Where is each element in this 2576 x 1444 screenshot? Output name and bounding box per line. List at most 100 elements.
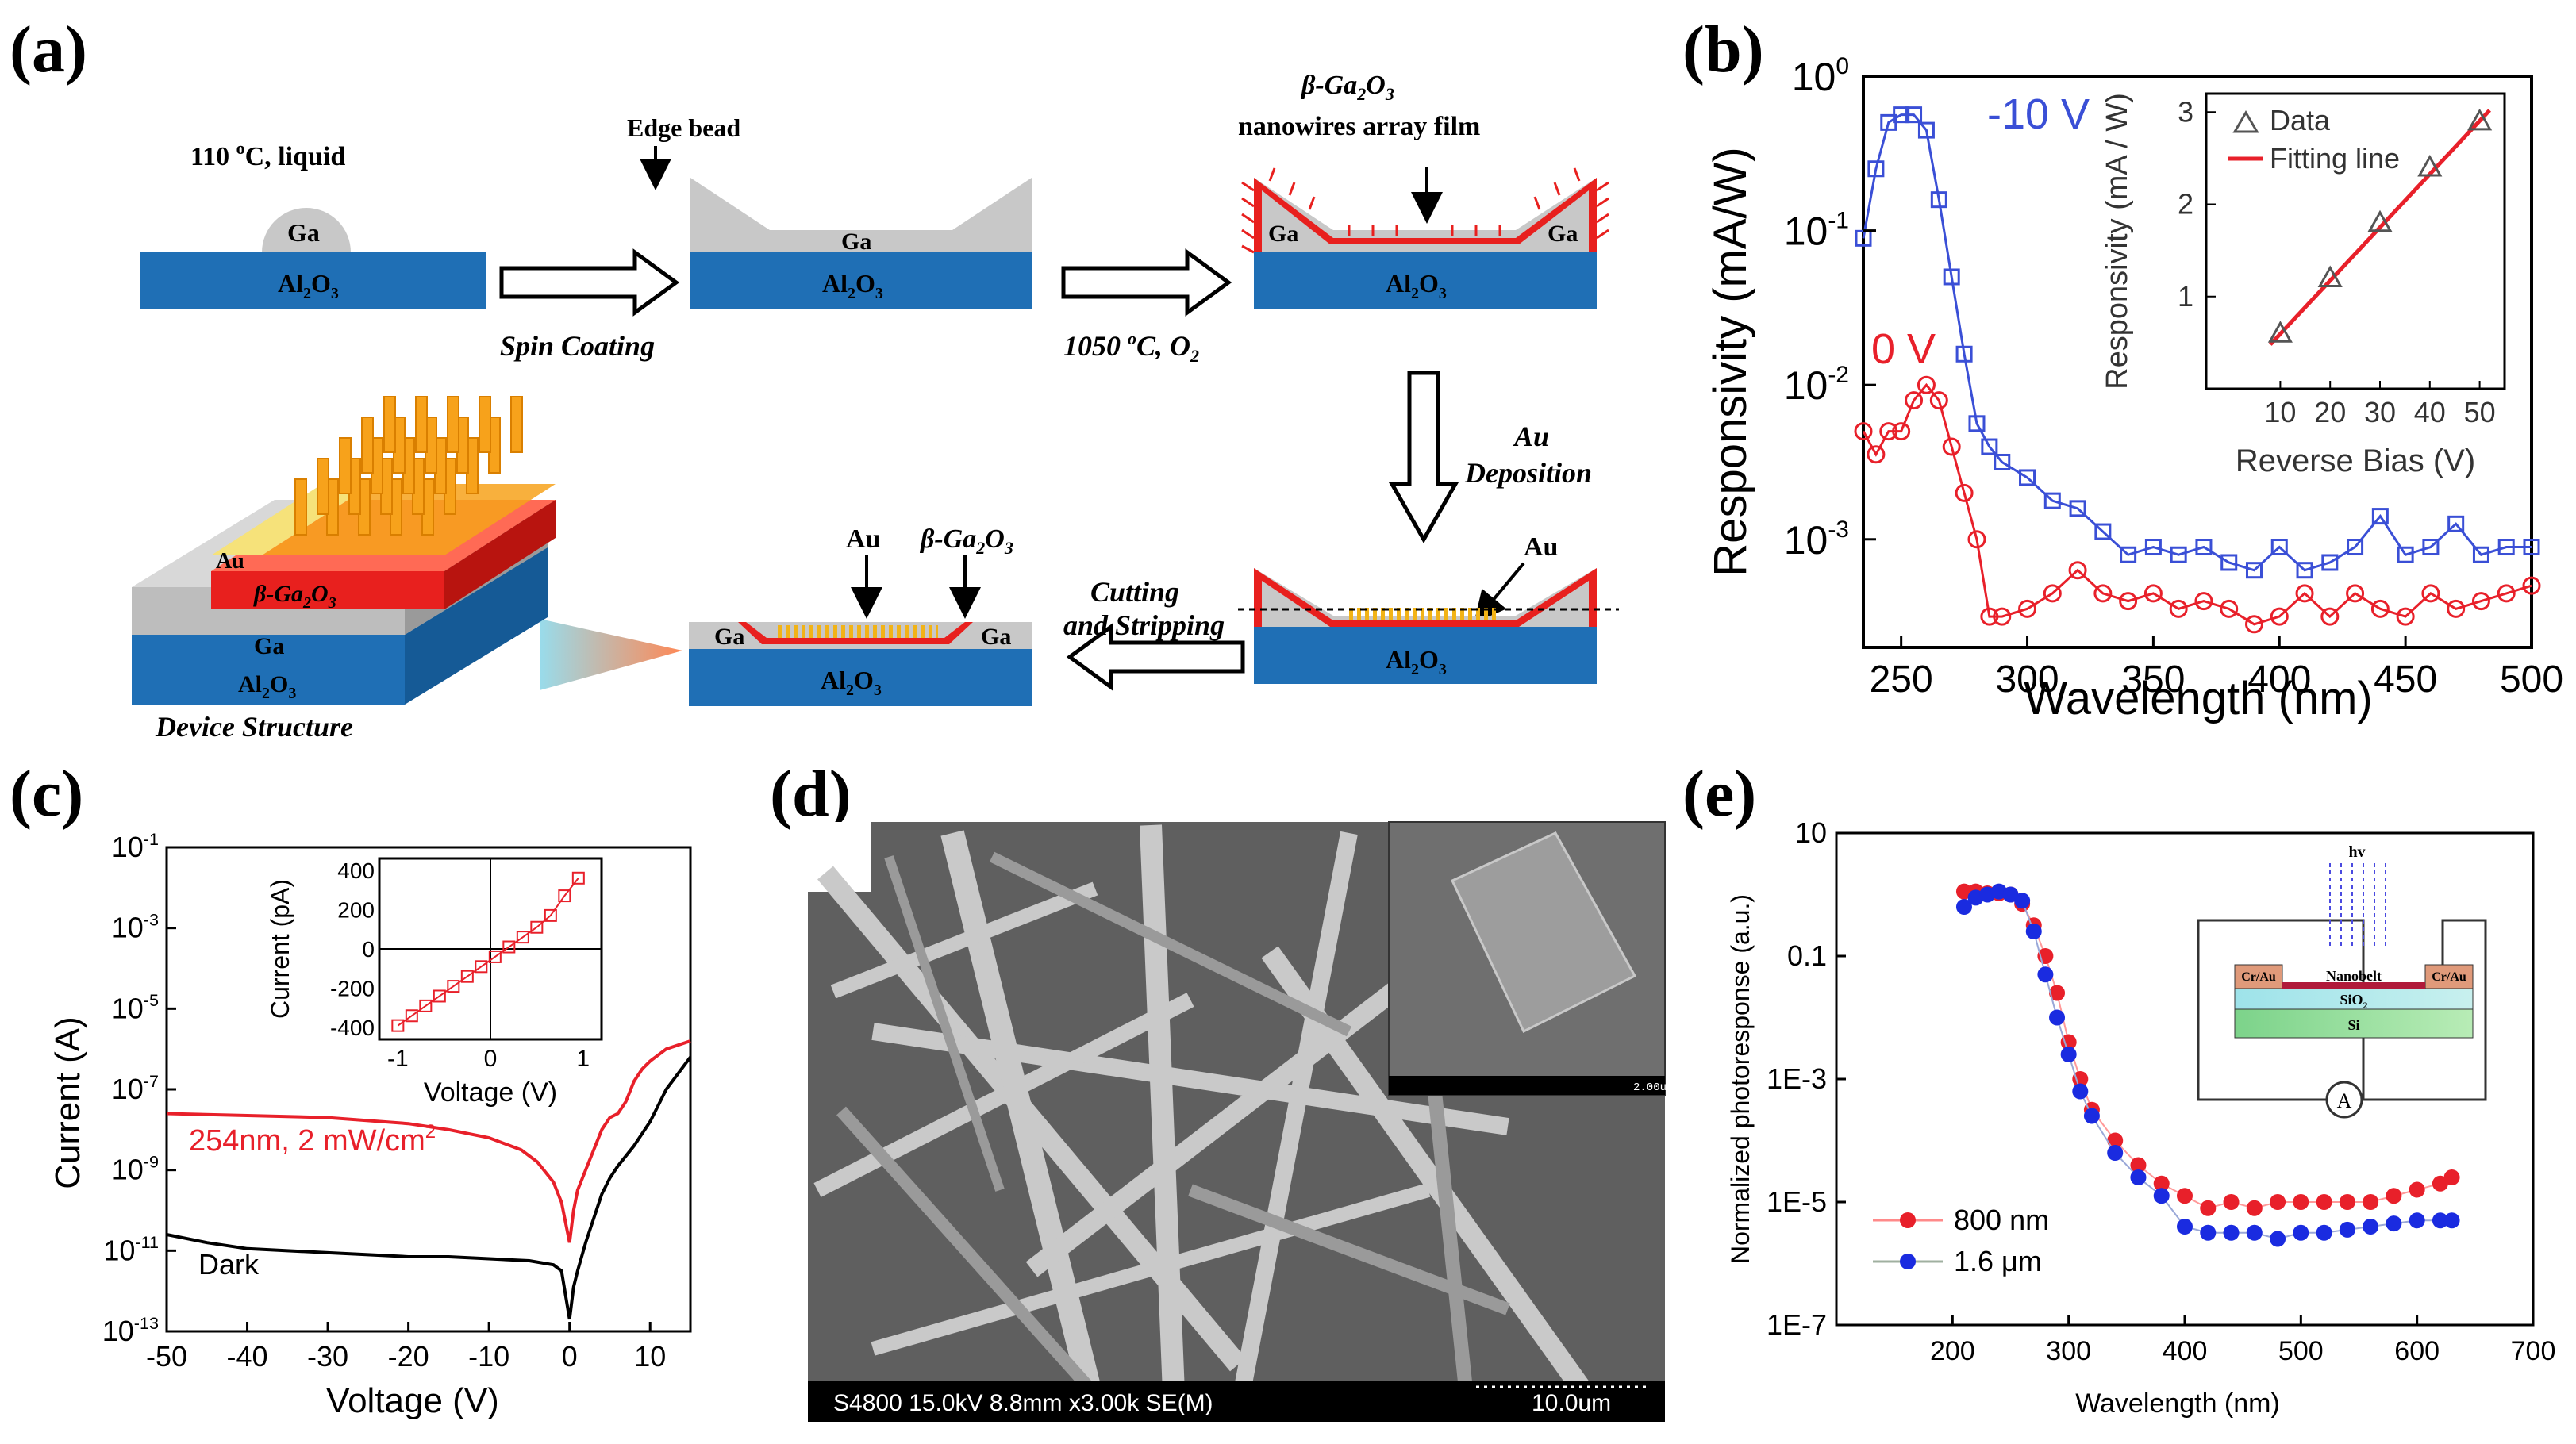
data-point xyxy=(2094,523,2112,540)
substrate-step3 xyxy=(1254,252,1597,309)
data-point xyxy=(2246,1200,2263,1216)
data-point xyxy=(2347,539,2364,556)
data-point xyxy=(2043,584,2062,603)
al2o3-label-3: Al2O3 xyxy=(1386,269,1447,302)
y-tick-label: 0.1 xyxy=(1787,939,1827,972)
data-point xyxy=(2320,607,2340,626)
y-tick-label: 1E-7 xyxy=(1767,1308,1827,1341)
data-point xyxy=(2386,1215,2402,1232)
chart-e-frame xyxy=(1835,831,2535,1327)
panel-a-label: (a) xyxy=(10,13,87,86)
chart-c-yticks: 10-1 10-3 10-5 10-7 10-9 10-11 10-13 xyxy=(102,829,176,1347)
data-point xyxy=(1955,899,1972,915)
oxide-layer-5 xyxy=(738,622,973,644)
x-tick-label: -10 xyxy=(468,1340,509,1373)
data-point xyxy=(2422,539,2440,556)
inset-legend-fit: Fitting line xyxy=(2270,142,2400,175)
legend-16-label: 1.6 μm xyxy=(1954,1245,2042,1277)
series-line-0 xyxy=(1963,890,2453,1209)
data-point xyxy=(2409,1181,2425,1198)
device-structure-label: Device Structure xyxy=(155,711,353,743)
chart-b-xlabel: Wavelength (nm) xyxy=(2024,673,2372,724)
nanowire-hatch-3 xyxy=(1241,167,1609,254)
data-point xyxy=(2043,492,2061,509)
ga-film-label: Ga xyxy=(841,229,871,255)
process-arrow-4 xyxy=(1066,623,1245,691)
data-point xyxy=(2270,1231,2286,1247)
data-point xyxy=(2093,584,2113,603)
data-point xyxy=(2130,1169,2147,1185)
data-point xyxy=(2019,469,2036,486)
panel-b-label: (b) xyxy=(1682,13,1764,86)
temp-label: 110 oC, liquid xyxy=(190,138,345,171)
series-label-0v: 0 V xyxy=(1871,325,1936,373)
sem-caption: S4800 15.0kV 8.8mm x3.00k SE(M) xyxy=(833,1390,1213,1416)
cutting-label-2: and Stripping xyxy=(1063,609,1225,641)
data-point xyxy=(2443,1212,2460,1229)
data-point xyxy=(1892,422,1911,441)
chart-c-xlabel: Voltage (V) xyxy=(326,1381,499,1420)
data-point xyxy=(2049,1009,2066,1026)
light-beam xyxy=(540,619,682,690)
x-tick-label: 10 xyxy=(634,1340,666,1373)
data-point xyxy=(2409,1212,2425,1229)
device-al2o3-label: Al2O3 xyxy=(238,671,296,702)
data-point xyxy=(2119,592,2138,611)
chart-e-series xyxy=(1955,883,2460,1247)
data-point xyxy=(1955,345,1973,363)
panel-c: (c) -50 -40 -30 -20 -10 0 10 10-110-310-510-71… xyxy=(10,757,692,1420)
data-point xyxy=(2014,893,2031,909)
inset-data-point xyxy=(2367,209,2393,232)
inset-y-tick-label: -400 xyxy=(330,1016,375,1040)
legend-16-marker xyxy=(1900,1254,1916,1269)
y-tick-label: 10-11 xyxy=(103,1232,159,1266)
data-point xyxy=(2295,584,2314,603)
sem-inset-scalebar-text: 2.00um xyxy=(1633,1081,1673,1094)
data-point xyxy=(1980,607,1999,626)
data-point xyxy=(2223,1224,2240,1241)
cr-au-left-label: Cr/Au xyxy=(2241,970,2276,984)
data-point xyxy=(2083,1108,2100,1124)
data-point xyxy=(2153,1175,2170,1192)
data-point xyxy=(1929,391,1948,410)
data-point xyxy=(2170,546,2187,563)
si-label: Si xyxy=(2347,1017,2359,1033)
data-point xyxy=(2177,1188,2193,1204)
data-point xyxy=(2396,607,2415,626)
device-ga-label: Ga xyxy=(254,633,284,659)
series-line-1 xyxy=(166,1056,692,1320)
series-line-0 xyxy=(166,1039,691,1243)
data-point xyxy=(2037,966,2054,983)
data-point xyxy=(2293,1224,2309,1241)
x-tick-label: 200 xyxy=(1930,1336,1975,1366)
x-tick-label: 300 xyxy=(1995,659,2059,701)
au-fringe-5 xyxy=(775,625,938,638)
data-point xyxy=(1955,483,1974,502)
sem-image: 2.00um S4800 15.0kV 8.8mm x3.00k SE(M) 1… xyxy=(808,821,1673,1422)
data-point xyxy=(2018,599,2037,618)
series-line-1 xyxy=(1963,890,2452,1240)
inset-data-point xyxy=(558,889,571,903)
panel-e-label: (e) xyxy=(1682,757,1756,831)
chart-c-inset-ylabel: Current (pA) xyxy=(266,879,294,1019)
inset-data-point xyxy=(391,1019,405,1032)
data-point xyxy=(2432,1212,2448,1229)
x-tick-label: 300 xyxy=(2046,1336,2091,1366)
al2o3-label-2: Al2O3 xyxy=(822,269,883,302)
y-tick-label: 10-1 xyxy=(112,829,159,863)
data-point xyxy=(2195,539,2213,556)
data-point xyxy=(2523,539,2540,556)
data-point xyxy=(2316,1194,2332,1210)
data-point xyxy=(2072,1071,2089,1087)
y-tick-label: 1E-3 xyxy=(1767,1062,1827,1095)
inset-line xyxy=(397,878,579,1027)
chart-b-xticks: 250 300 350 400 450 500 xyxy=(1870,636,2563,701)
chart-b-yticks: 100 10-1 10-2 10-3 xyxy=(1784,53,1876,563)
chart-e-inset-device: A hv Nanobelt Cr/Au Cr/Au SiO2 Si xyxy=(2197,843,2487,1119)
ga-film-3 xyxy=(1254,178,1597,252)
al2o3-label-4: Al2O3 xyxy=(1386,645,1447,678)
x-tick-label: 250 xyxy=(1870,659,1933,701)
data-point xyxy=(2049,985,2066,1001)
data-point xyxy=(2270,539,2288,556)
data-point xyxy=(1917,375,1936,394)
